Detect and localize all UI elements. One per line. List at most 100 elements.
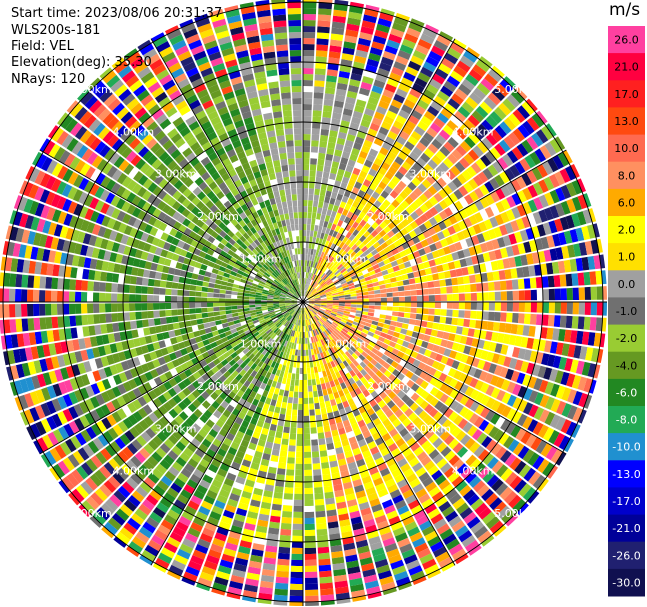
ppi-gate [211,588,226,596]
ppi-gate [342,208,349,217]
ppi-gate [457,418,468,430]
ppi-gate [526,117,540,131]
ppi-gate [536,110,548,124]
ppi-gate [417,38,432,50]
ppi-gate [320,364,326,372]
ppi-gate [328,317,335,322]
ppi-gate [112,322,120,332]
ppi-gate [410,18,425,27]
ppi-gate [324,431,332,439]
ppi-gate [558,435,571,451]
ppi-gate [373,79,386,89]
ppi-gate [485,385,495,396]
ppi-gate [422,302,430,308]
ppi-gate [490,387,501,399]
ppi-gate [321,265,326,272]
ppi-gate [428,302,436,308]
ppi-gate [250,462,260,471]
ppi-gate [534,392,544,406]
ppi-gate [256,476,266,484]
ppi-gate [338,275,345,281]
ppi-gate [424,444,436,455]
ppi-gate [456,463,469,475]
ppi-gate [320,345,325,353]
ppi-gate [237,305,244,309]
ppi-gate [537,478,549,492]
ppi-gate [195,285,203,292]
ppi-gate [352,447,362,456]
ppi-gate [433,280,441,288]
ppi-gate [463,345,472,355]
ppi-gate [355,269,362,275]
ppi-gate [312,317,317,323]
ppi-gate [378,181,387,190]
ppi-gate [382,141,392,151]
ppi-gate [419,326,427,334]
ppi-gate [333,3,348,12]
ppi-gate [388,442,398,452]
ppi-gate [595,270,603,285]
ppi-gate [474,502,488,516]
ppi-gate [304,313,306,320]
ppi-gate [298,385,303,392]
ppi-gate [307,206,313,213]
ppi-gate [298,343,301,350]
ppi-gate [522,449,535,463]
ppi-gate [320,594,335,602]
ppi-gate [447,181,458,192]
ppi-gate [324,400,331,408]
ppi-gate [549,414,561,429]
ppi-gate [393,185,403,195]
ppi-gate [400,403,410,413]
ppi-gate [326,298,333,301]
ppi-gate [439,430,451,441]
ppi-gate [315,322,320,328]
ppi-gate [310,336,314,343]
ppi-gate [286,347,291,355]
ppi-gate [322,324,328,330]
ppi-gate [392,526,406,537]
ppi-gate [274,437,282,445]
ppi-gate [464,398,475,409]
ppi-gate [385,423,395,433]
ppi-gate [314,283,319,289]
ppi-gate [326,279,332,285]
ppi-gate [335,88,347,97]
ppi-gate [254,450,263,459]
ppi-gate [596,238,603,253]
ppi-gate [572,407,584,422]
ppi-gate [454,241,463,251]
ppi-gate [297,427,303,435]
ppi-gate [344,425,353,433]
ppi-gate [307,212,312,219]
ppi-gate [208,316,215,322]
ppi-gate [489,177,500,190]
ppi-gate [334,489,345,498]
ppi-gate [294,481,303,488]
ppi-gate [479,56,493,68]
ppi-gate [476,283,483,292]
ppi-gate [380,332,387,338]
ppi-gate [584,240,593,255]
ppi-gate [238,545,251,555]
ppi-gate [27,318,35,331]
ppi-gate [346,211,354,219]
ppi-gate [447,225,456,235]
ppi-gate [325,87,336,95]
ppi-gate [306,367,311,374]
ppi-gate [370,541,383,551]
ppi-gate [503,117,517,131]
ppi-gate [544,340,552,353]
ppi-gate [531,226,541,239]
ppi-gate [394,170,404,180]
ppi-gate [458,285,465,293]
ppi-gate [251,493,262,502]
ppi-gate [310,310,315,316]
ppi-gate [397,180,407,190]
ppi-gate [410,201,419,211]
ppi-gate [409,220,419,230]
ppi-gate [538,179,549,193]
ppi-gate [332,251,338,259]
ppi-gate [333,237,339,245]
ppi-gate [317,207,323,214]
